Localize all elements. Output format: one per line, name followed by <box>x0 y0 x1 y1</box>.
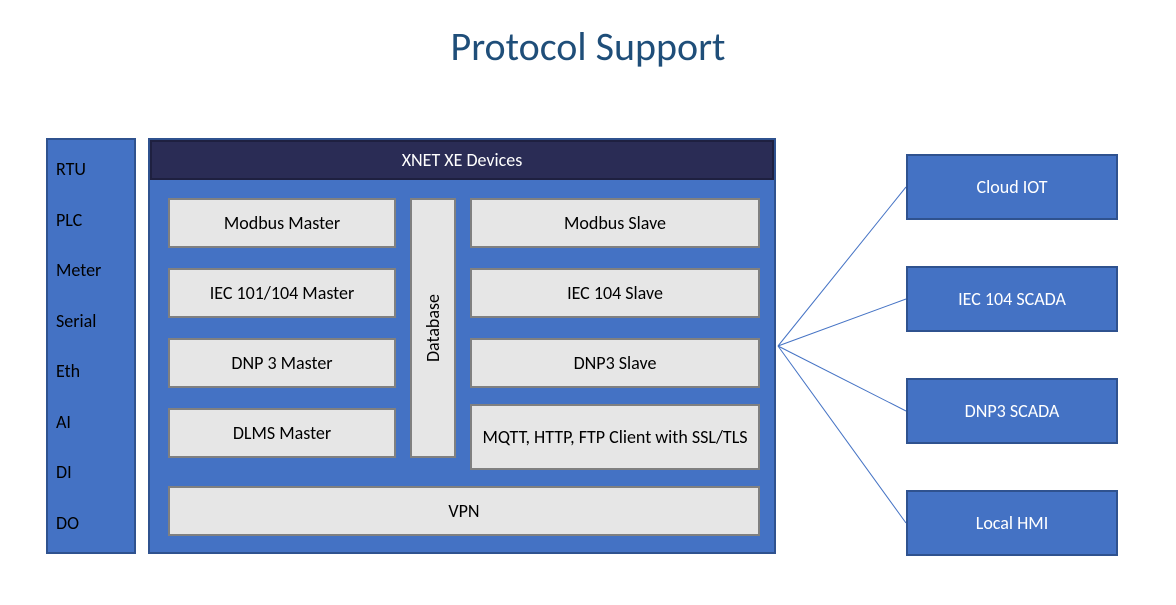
sidebar-item: DO <box>56 512 134 534</box>
database-box: Database <box>410 198 456 458</box>
device-panel: XNET XE Devices Modbus Master IEC 101/10… <box>148 138 776 554</box>
diagram-canvas: Protocol Support RTU PLC Meter Serial Et… <box>0 0 1176 605</box>
sidebar-item: Eth <box>56 360 134 382</box>
protocol-box-slave: DNP3 Slave <box>470 338 760 388</box>
sidebar-item: DI <box>56 461 134 483</box>
protocol-box-master: DLMS Master <box>168 408 396 458</box>
destination-box: IEC 104 SCADA <box>906 266 1118 332</box>
protocol-box-slave: IEC 104 Slave <box>470 268 760 318</box>
sidebar-item: Serial <box>56 310 134 332</box>
sidebar-item: PLC <box>56 209 134 231</box>
protocol-box-master: IEC 101/104 Master <box>168 268 396 318</box>
destination-box: Local HMI <box>906 490 1118 556</box>
protocol-box-vpn: VPN <box>168 486 760 536</box>
diagram-title: Protocol Support <box>0 22 1176 71</box>
sidebar-item: AI <box>56 411 134 433</box>
sidebar-item: Meter <box>56 259 134 281</box>
protocol-box-master: DNP 3 Master <box>168 338 396 388</box>
sidebar-item: RTU <box>56 158 134 180</box>
protocol-box-master: Modbus Master <box>168 198 396 248</box>
destination-box: Cloud IOT <box>906 154 1118 220</box>
device-panel-header: XNET XE Devices <box>150 140 774 180</box>
protocol-box-slave: Modbus Slave <box>470 198 760 248</box>
database-label: Database <box>422 294 444 362</box>
device-type-sidebar: RTU PLC Meter Serial Eth AI DI DO <box>46 138 136 554</box>
protocol-box-client: MQTT, HTTP, FTP Client with SSL/TLS <box>470 404 760 470</box>
destination-box: DNP3 SCADA <box>906 378 1118 444</box>
